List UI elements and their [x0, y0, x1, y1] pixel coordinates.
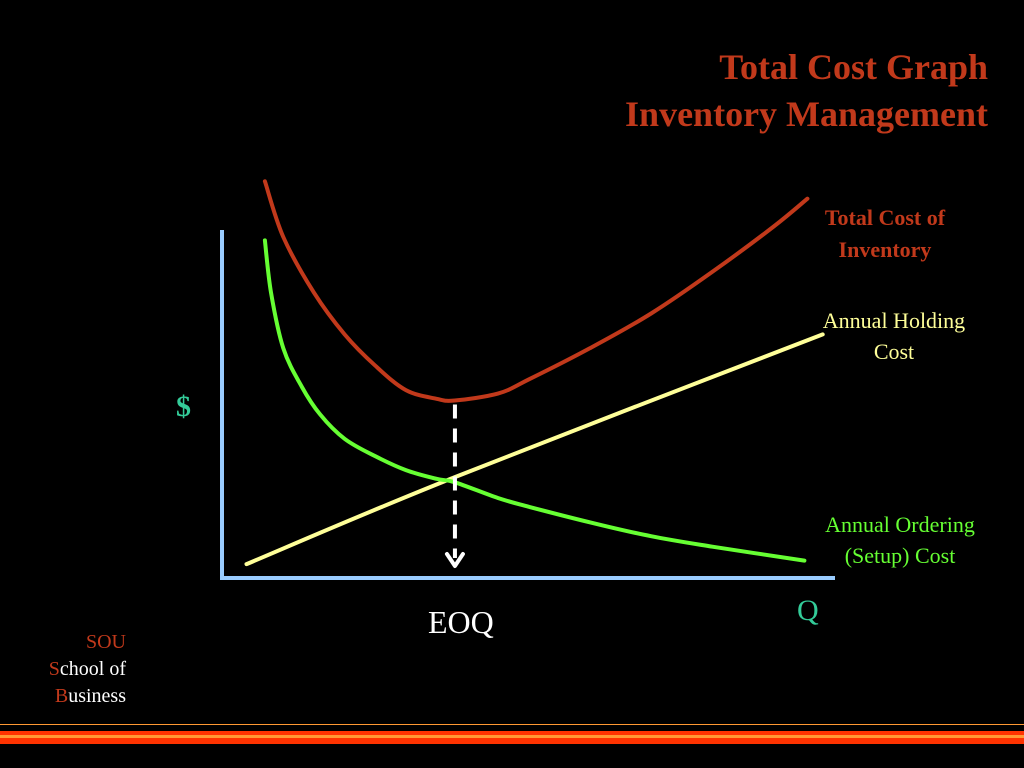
series-line-ordering: [262, 238, 807, 563]
footer-line-sou: SOU: [85, 631, 126, 653]
eoq-arrow-head: [444, 552, 465, 568]
ordering-label-line-1: Annual Ordering: [825, 512, 975, 537]
title-line-2: Inventory Management: [625, 94, 988, 134]
footer-business-rest: usiness: [68, 685, 126, 707]
eoq-tick-label: EOQ: [428, 604, 494, 640]
series-label-total-cost: Total Cost of Inventory: [782, 202, 988, 266]
ordering-label-line-2: (Setup) Cost: [844, 543, 956, 568]
series-line-total: [262, 179, 810, 403]
footer-stripe-thin: [0, 724, 1024, 725]
series-label-holding-cost: Annual Holding Cost: [786, 305, 1002, 367]
school-logo-text: SOU School of Business: [49, 629, 126, 710]
footer-initial-s: S: [48, 658, 60, 680]
footer-line-school: School of: [49, 656, 126, 683]
footer-stripe-orange: [0, 735, 1024, 738]
footer-initial-b: B: [54, 685, 69, 707]
title-line-1: Total Cost Graph: [719, 47, 988, 87]
footer-line-business: Business: [49, 683, 126, 710]
footer-stripe-red-bottom: [0, 738, 1024, 744]
holding-label-line-2: Cost: [873, 339, 915, 364]
series-line-holding: [244, 332, 825, 567]
total-cost-label-line-2: Inventory: [838, 237, 932, 262]
slide-title: Total Cost Graph Inventory Management: [625, 44, 988, 138]
footer-stripe-red-top: [0, 731, 1024, 735]
chart-axes: [220, 230, 835, 580]
total-cost-label-line-1: Total Cost of: [824, 205, 946, 230]
chart-curves: [244, 179, 825, 567]
eoq-marker: [444, 404, 465, 568]
series-label-ordering-cost: Annual Ordering (Setup) Cost: [786, 509, 1014, 571]
footer-school-rest: chool of: [59, 658, 126, 680]
holding-label-line-1: Annual Holding: [822, 308, 966, 333]
y-axis-label: $: [176, 390, 191, 423]
x-axis-label: Q: [797, 594, 819, 627]
